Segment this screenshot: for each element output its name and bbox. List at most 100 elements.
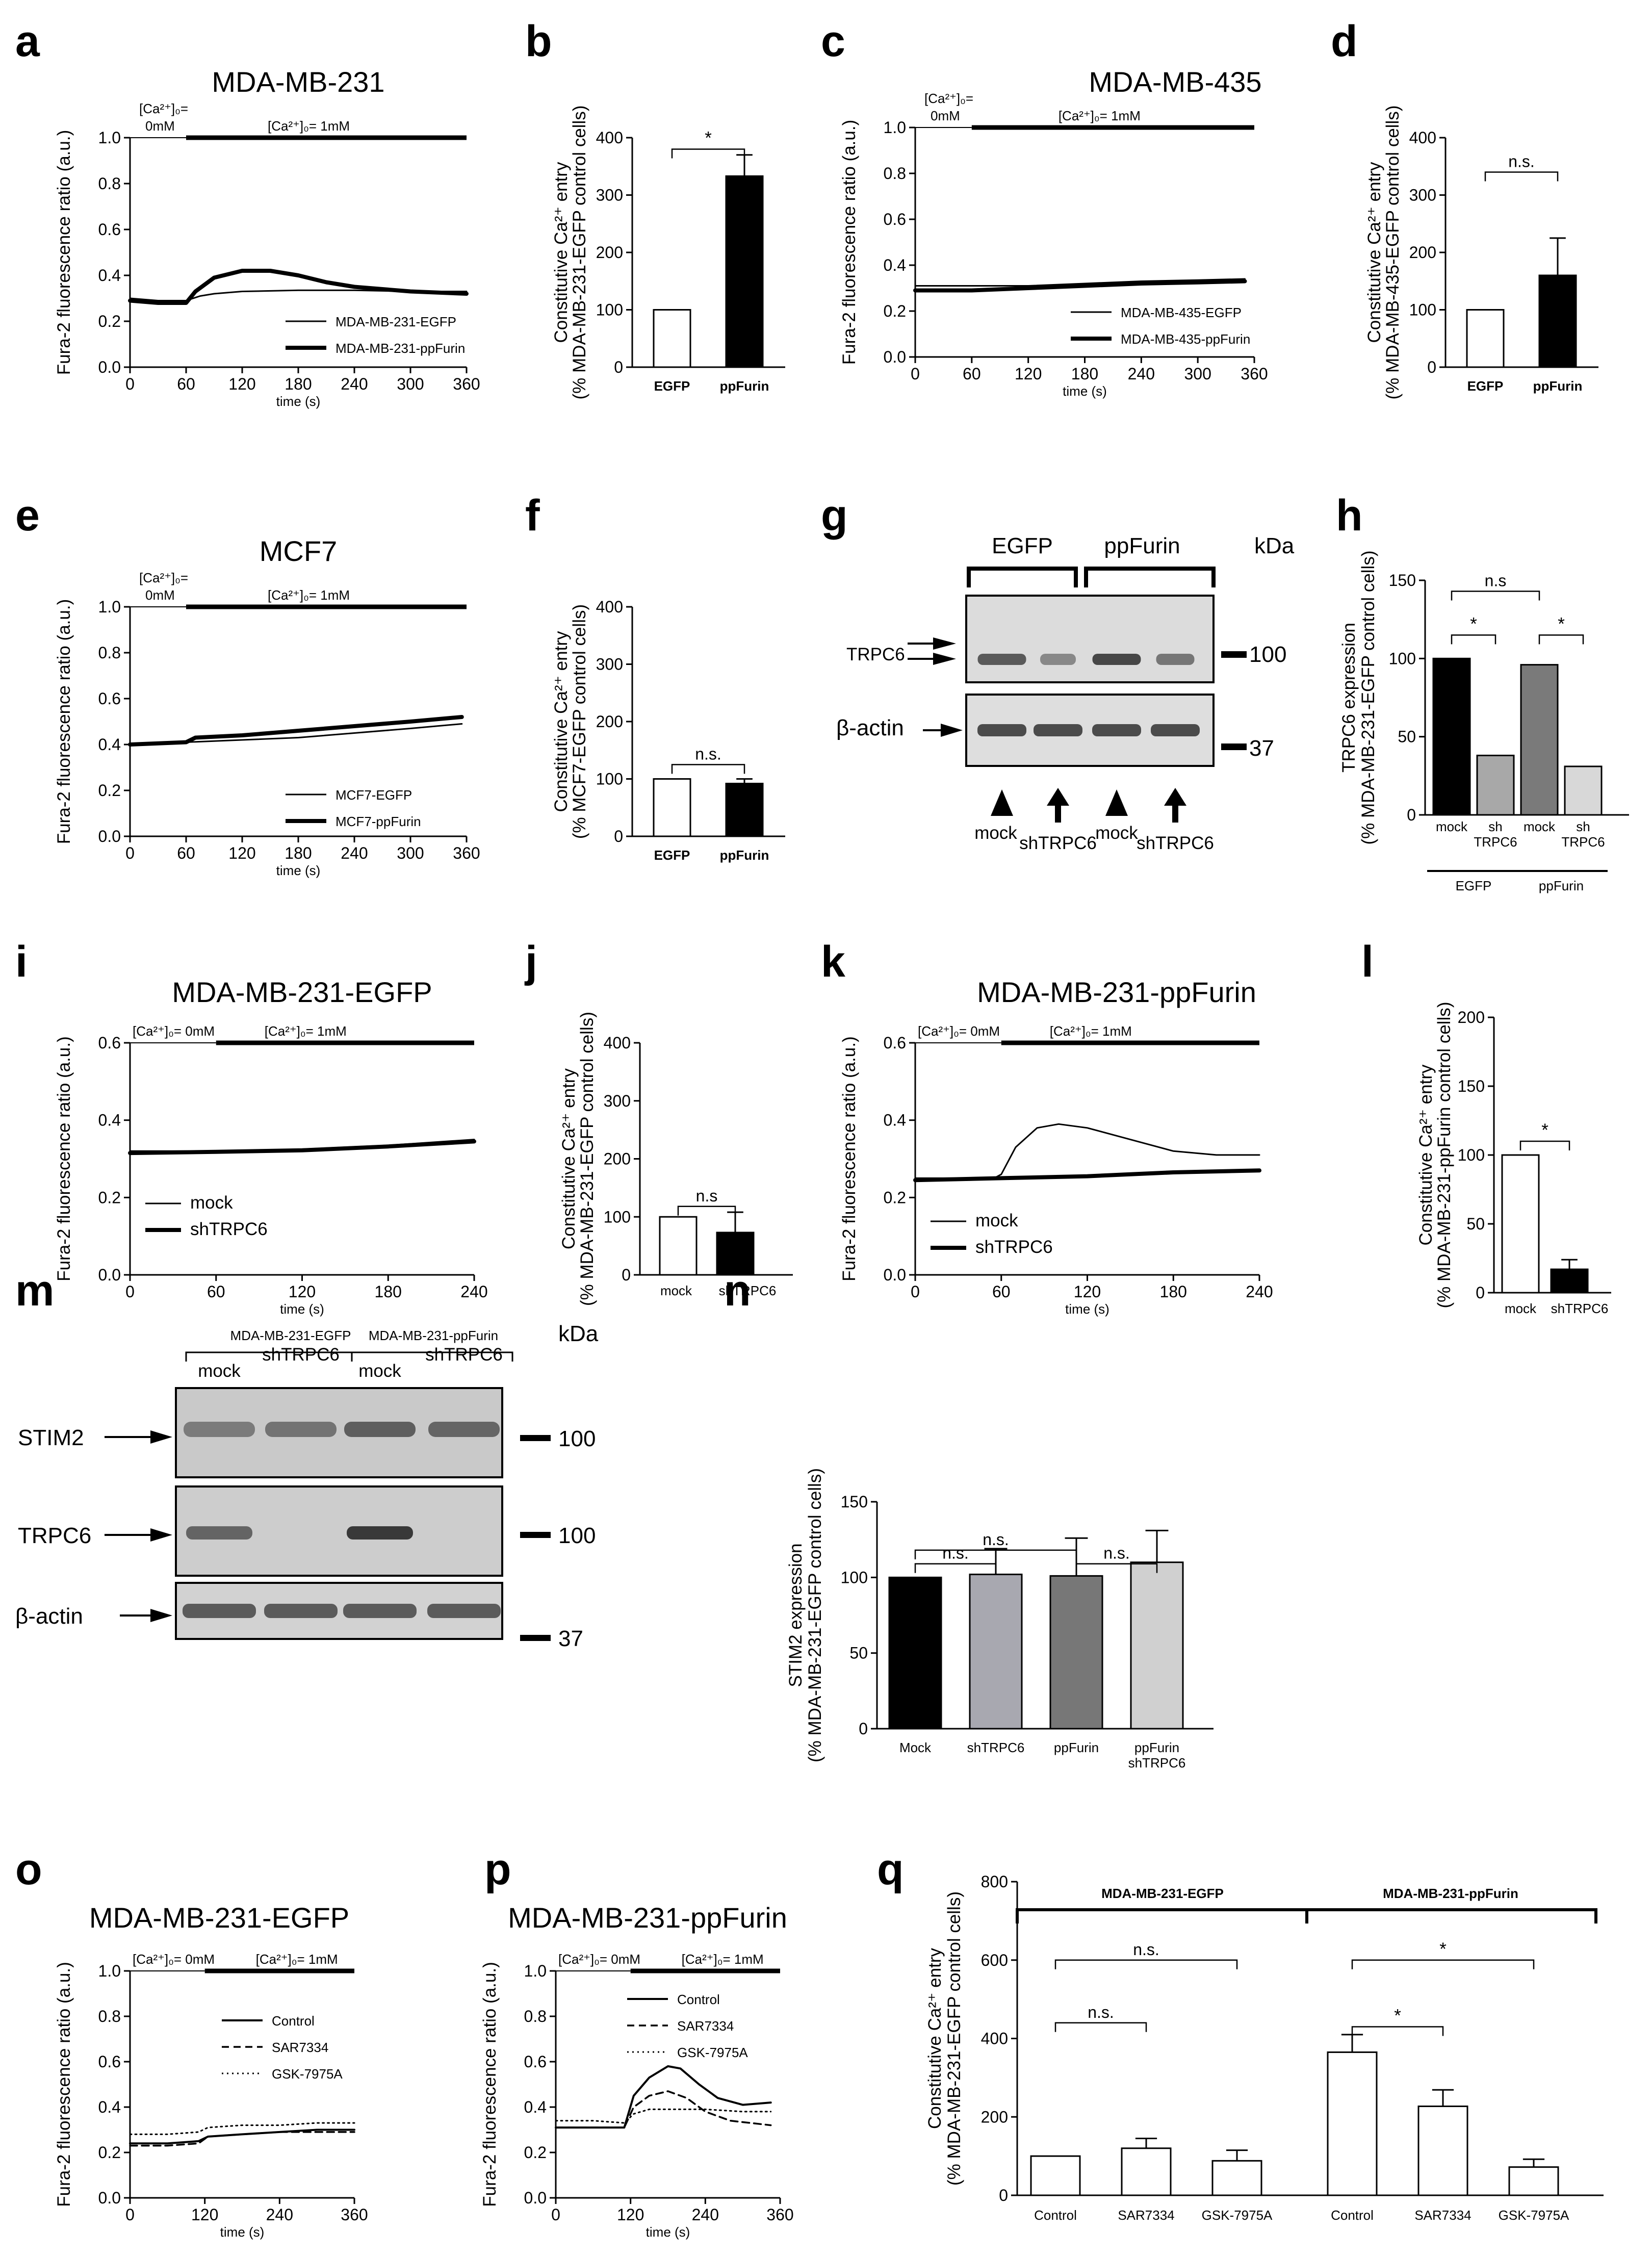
x-tick-label-c: 240	[1128, 365, 1155, 383]
blot-g-marker-tick-0	[1221, 651, 1247, 658]
bar-b-0	[653, 309, 691, 368]
blot-m-group-label-1: MDA-MB-231-ppFurin	[369, 1328, 498, 1343]
y-tick-label-c: 0.6	[884, 210, 906, 228]
calcium-1mM-label-e: [Ca²⁺]₀= 1mM	[268, 587, 350, 603]
y-tick-label-p: 0.2	[524, 2143, 547, 2162]
category-label-n-2: ppFurin	[1054, 1740, 1099, 1755]
y-tick-label-h: 0	[1407, 806, 1416, 824]
series-line-c-MDA-MB-435-ppFurin	[913, 279, 1247, 293]
blot-g-arrow-icon-0	[933, 637, 956, 650]
y-tick-label-e: 0.8	[98, 644, 121, 662]
x-tick-label-e: 360	[453, 844, 480, 862]
y-tick-label-j: 100	[604, 1208, 631, 1226]
significance-label-q-2: *	[1439, 1939, 1447, 1959]
category-label-h-2: mock	[1524, 819, 1556, 834]
blot-m-group-bracket-1	[351, 1351, 513, 1362]
panel-letter-i: i	[15, 937, 28, 986]
blot-g-group-bracket-1	[1084, 567, 1216, 587]
panel-letter-h: h	[1336, 491, 1363, 540]
y-tick-label-o: 1.0	[98, 1962, 121, 1980]
calcium-zero-value-c: 0mM	[931, 108, 960, 123]
bar-h-3	[1564, 765, 1603, 816]
blot-m-kda: kDa	[558, 1321, 599, 1346]
significance-label-n-0: n.s.	[983, 1530, 1009, 1549]
significance-bracket-l-0	[1519, 1140, 1570, 1150]
blot-m-marker-2: 37	[558, 1626, 583, 1651]
y-tick-label-q: 600	[981, 1951, 1008, 1969]
significance-bracket-n-1	[914, 1563, 997, 1573]
panel-letter-o: o	[15, 1845, 42, 1894]
y-tick-label-a: 0.8	[98, 174, 121, 193]
y-tick-label-e: 1.0	[98, 598, 121, 616]
category-label-q-2: GSK-7975A	[1202, 2208, 1273, 2223]
blot-g-lane-arrow-icon-3	[1164, 788, 1186, 806]
blot-g-lane-label-0: mock	[974, 823, 1017, 843]
y-tick-label-j: 300	[604, 1092, 631, 1110]
y-tick-label-o: 0.0	[98, 2189, 121, 2207]
y-tick-label-d: 400	[1409, 129, 1436, 147]
x-tick-label-a: 120	[228, 375, 255, 393]
x-tick-label-i: 60	[207, 1283, 225, 1301]
category-label-f-1: ppFurin	[720, 848, 769, 863]
x-tick-label-p: 360	[766, 2205, 793, 2224]
bar-q-5	[1508, 2166, 1559, 2196]
y-axis-subtitle-q: (% MDA-MB-231-EGFP control cells)	[944, 1891, 964, 2186]
calcium-zero-label-k: [Ca²⁺]₀= 0mM	[918, 1023, 1000, 1039]
y-tick-label-j: 0	[622, 1266, 631, 1284]
y-tick-label-c: 0.4	[884, 256, 906, 274]
x-tick-label-k: 240	[1246, 1283, 1273, 1301]
significance-label-h-0: *	[1470, 614, 1477, 634]
bar-l-0	[1501, 1154, 1540, 1294]
bar-n-1	[969, 1573, 1023, 1730]
blot-m-arrow-icon-2	[150, 1609, 172, 1622]
bar-d-1	[1538, 274, 1577, 368]
group-label-q-0: MDA-MB-231-EGFP	[1101, 1886, 1224, 1901]
y-tick-label-c: 1.0	[884, 118, 906, 137]
significance-bracket-j-0	[677, 1206, 736, 1216]
y-tick-label-b: 100	[596, 301, 623, 319]
y-tick-label-q: 0	[999, 2186, 1008, 2204]
category-label-q-4: SAR7334	[1414, 2208, 1471, 2223]
y-axis-title-h: TRPC6 expression	[1339, 623, 1359, 773]
category-label-h-1: TRPC6	[1474, 834, 1517, 850]
blot-g-band-actin-2	[1092, 724, 1141, 736]
calcium-1mM-label-p: [Ca²⁺]₀= 1mM	[682, 1952, 764, 1967]
y-tick-label-a: 0.4	[98, 266, 121, 285]
category-label-n-3: shTRPC6	[1128, 1755, 1186, 1771]
legend-label-e-MCF7-EGFP: MCF7-EGFP	[335, 787, 412, 803]
bar-d-0	[1466, 309, 1505, 368]
significance-label-n-1: n.s.	[942, 1544, 969, 1562]
x-tick-label-c: 60	[963, 365, 981, 383]
blot-g-membrane-0	[965, 595, 1215, 683]
x-tick-label-c: 0	[911, 365, 920, 383]
series-line-o-GSK-7975A	[129, 2122, 355, 2135]
legend-label-k-mock: mock	[975, 1211, 1018, 1230]
x-tick-label-k: 180	[1160, 1283, 1187, 1301]
x-tick-label-a: 0	[125, 375, 135, 393]
blot-g-band-actin-3	[1151, 724, 1200, 736]
panel-letter-g: g	[821, 491, 848, 540]
significance-bracket-q-2	[1351, 1959, 1535, 1969]
x-axis-title-k: time (s)	[1065, 1301, 1109, 1317]
group-label-q-1: MDA-MB-231-ppFurin	[1383, 1886, 1518, 1901]
significance-bracket-h-0	[1451, 634, 1496, 645]
x-tick-label-p: 240	[692, 2205, 719, 2224]
panel-letter-k: k	[821, 937, 845, 986]
blot-m-band-STIM2-3	[428, 1422, 500, 1437]
y-tick-label-l: 150	[1458, 1077, 1485, 1095]
category-label-q-1: SAR7334	[1118, 2208, 1174, 2223]
series-line-k-shTRPC6	[913, 1168, 1261, 1183]
bar-n-0	[888, 1576, 942, 1730]
panel-letter-q: q	[877, 1845, 904, 1894]
y-axis-title-i: Fura-2 fluorescence ratio (a.u.)	[54, 1036, 74, 1281]
y-tick-label-l: 200	[1458, 1008, 1485, 1027]
y-tick-label-l: 100	[1458, 1146, 1485, 1164]
bar-q-1	[1121, 2147, 1172, 2196]
blot-g-row-label-1: β-actin	[836, 715, 904, 740]
y-tick-label-p: 0.6	[524, 2053, 547, 2071]
x-tick-label-e: 180	[285, 844, 312, 862]
x-tick-label-c: 120	[1015, 365, 1042, 383]
significance-bracket-q-1	[1054, 2022, 1147, 2032]
blot-m-group-label-0: MDA-MB-231-EGFP	[230, 1328, 351, 1343]
